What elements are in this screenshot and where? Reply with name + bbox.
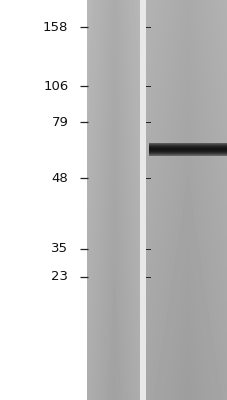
Text: 48: 48 [52, 172, 68, 184]
Text: 158: 158 [43, 21, 68, 34]
Text: 35: 35 [51, 242, 68, 255]
Text: 106: 106 [43, 80, 68, 92]
Text: 23: 23 [51, 270, 68, 283]
Text: 79: 79 [51, 116, 68, 128]
Bar [140, 0, 145, 400]
